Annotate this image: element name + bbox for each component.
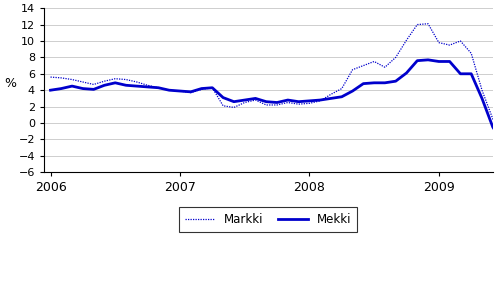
Markki [349, 68, 355, 71]
Markki [101, 79, 107, 83]
Markki [134, 80, 140, 84]
Mekki [414, 59, 420, 62]
Mekki [220, 96, 226, 99]
Mekki [80, 87, 86, 90]
Mekki [296, 100, 302, 103]
Mekki [468, 72, 474, 75]
Mekki [404, 71, 410, 75]
Mekki [101, 84, 107, 87]
Mekki [90, 88, 96, 91]
Mekki [436, 60, 442, 63]
Mekki [371, 81, 377, 85]
Markki [317, 99, 323, 103]
Mekki [339, 95, 345, 98]
Markki [80, 80, 86, 84]
Mekki [457, 72, 463, 75]
Mekki [328, 97, 334, 100]
Mekki [69, 84, 75, 88]
Mekki [134, 84, 140, 88]
Markki [393, 56, 399, 59]
Markki [436, 41, 442, 44]
Mekki [285, 98, 291, 102]
Markki [274, 103, 280, 107]
Markki [328, 92, 334, 96]
Markki [468, 52, 474, 55]
Mekki [393, 79, 399, 83]
Legend: Markki, Mekki: Markki, Mekki [179, 207, 357, 232]
Markki [404, 38, 410, 42]
Markki [123, 78, 129, 81]
Line: Markki: Markki [51, 24, 497, 166]
Markki [242, 101, 248, 104]
Mekki [382, 81, 388, 85]
Mekki [48, 88, 54, 92]
Line: Mekki: Mekki [51, 60, 497, 166]
Mekki [349, 89, 355, 93]
Mekki [274, 101, 280, 104]
Mekki [209, 86, 215, 90]
Markki [166, 88, 172, 92]
Markki [296, 103, 302, 106]
Mekki [307, 99, 313, 103]
Markki [425, 22, 431, 25]
Mekki [490, 125, 496, 129]
Markki [145, 84, 151, 87]
Markki [339, 87, 345, 90]
Markki [231, 106, 237, 109]
Markki [252, 98, 258, 102]
Y-axis label: %: % [4, 77, 16, 90]
Mekki [58, 87, 64, 90]
Mekki [188, 90, 194, 94]
Mekki [177, 89, 183, 93]
Mekki [425, 58, 431, 62]
Mekki [263, 100, 269, 103]
Markki [156, 86, 162, 90]
Mekki [360, 82, 366, 85]
Mekki [252, 97, 258, 100]
Mekki [198, 87, 204, 90]
Mekki [242, 98, 248, 102]
Mekki [166, 88, 172, 92]
Markki [447, 43, 453, 47]
Markki [414, 23, 420, 26]
Mekki [123, 84, 129, 87]
Markki [188, 91, 194, 94]
Markki [371, 60, 377, 63]
Markki [360, 64, 366, 67]
Mekki [447, 60, 453, 63]
Markki [307, 102, 313, 105]
Markki [112, 77, 118, 80]
Markki [90, 83, 96, 86]
Markki [69, 78, 75, 81]
Markki [177, 89, 183, 93]
Markki [198, 88, 204, 91]
Markki [48, 75, 54, 79]
Markki [220, 104, 226, 107]
Markki [382, 65, 388, 69]
Markki [457, 39, 463, 43]
Mekki [145, 85, 151, 89]
Markki [263, 103, 269, 107]
Mekki [231, 100, 237, 103]
Mekki [479, 97, 485, 100]
Markki [209, 86, 215, 90]
Mekki [112, 81, 118, 85]
Mekki [317, 98, 323, 102]
Markki [490, 117, 496, 121]
Markki [58, 76, 64, 79]
Markki [285, 101, 291, 104]
Markki [479, 88, 485, 92]
Mekki [156, 86, 162, 90]
